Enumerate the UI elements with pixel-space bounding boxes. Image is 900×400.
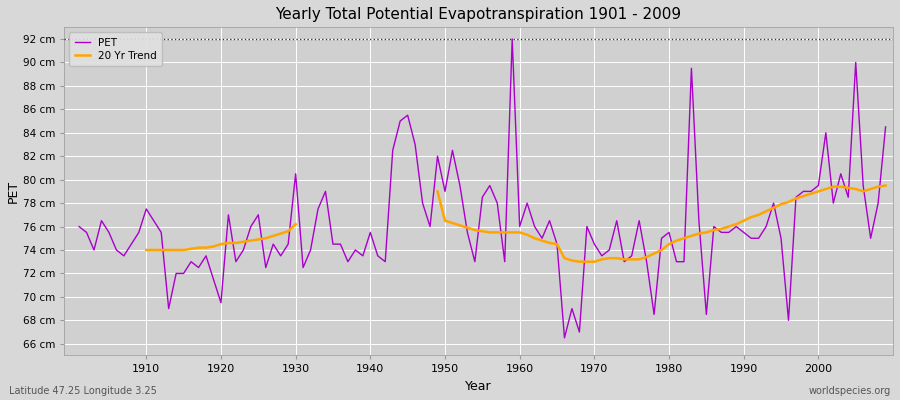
20 Yr Trend [171, 248, 182, 252]
PET [559, 336, 570, 340]
20 Yr Trend [246, 238, 256, 243]
PET [514, 224, 525, 229]
20 Yr Trend [215, 242, 226, 246]
Legend: PET, 20 Yr Trend: PET, 20 Yr Trend [69, 32, 163, 66]
Line: PET: PET [79, 39, 886, 338]
20 Yr Trend [156, 248, 166, 252]
PET [880, 124, 891, 129]
20 Yr Trend [238, 239, 248, 244]
20 Yr Trend [230, 240, 241, 245]
20 Yr Trend [148, 248, 159, 252]
PET [343, 259, 354, 264]
PET [133, 230, 144, 235]
20 Yr Trend [141, 248, 152, 252]
PET [298, 265, 309, 270]
20 Yr Trend [185, 246, 196, 251]
X-axis label: Year: Year [465, 380, 492, 393]
20 Yr Trend [268, 234, 279, 238]
PET [74, 224, 85, 229]
PET [507, 36, 517, 41]
20 Yr Trend [201, 245, 212, 250]
PET [619, 259, 630, 264]
20 Yr Trend [260, 236, 271, 241]
Text: worldspecies.org: worldspecies.org [809, 386, 891, 396]
20 Yr Trend [223, 240, 234, 245]
20 Yr Trend [178, 248, 189, 252]
Title: Yearly Total Potential Evapotranspiration 1901 - 2009: Yearly Total Potential Evapotranspiratio… [275, 7, 681, 22]
20 Yr Trend [194, 245, 204, 250]
20 Yr Trend [275, 231, 286, 236]
Y-axis label: PET: PET [7, 180, 20, 203]
20 Yr Trend [208, 244, 219, 249]
Text: Latitude 47.25 Longitude 3.25: Latitude 47.25 Longitude 3.25 [9, 386, 157, 396]
20 Yr Trend [283, 229, 293, 234]
Line: 20 Yr Trend: 20 Yr Trend [147, 224, 295, 250]
PET [522, 201, 533, 206]
20 Yr Trend [163, 248, 174, 252]
20 Yr Trend [290, 222, 301, 226]
20 Yr Trend [253, 237, 264, 242]
